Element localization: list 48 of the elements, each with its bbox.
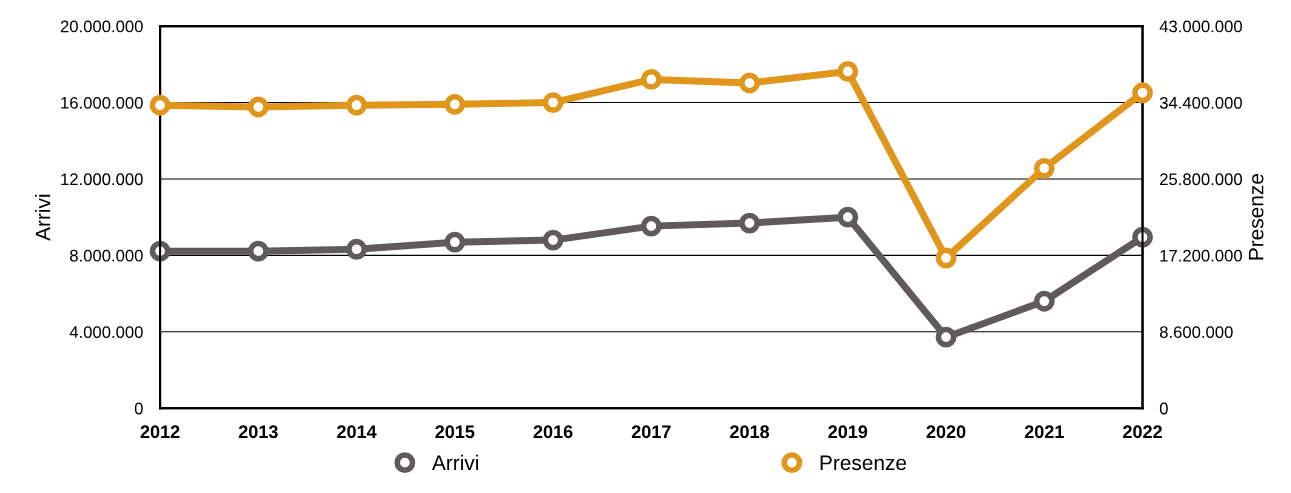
x-tick-label: 2022 [1123,425,1162,439]
point [935,326,957,348]
x-tick-label: 2017 [631,425,671,439]
x-tick-label: 2016 [533,425,573,439]
point [542,229,564,251]
point [837,206,859,228]
point [1033,157,1055,179]
x-tick-label: 2013 [238,425,278,439]
legend-label: Arrivi [431,454,478,470]
legend-label: Presenze [820,455,907,471]
point [837,61,859,82]
x-tick-label: 2014 [337,425,377,439]
point [247,240,269,262]
y-tick-label: 4.000.000 [69,326,143,338]
point [1132,82,1153,104]
x-tick-label: 2021 [1024,425,1064,439]
point [640,69,662,90]
point [247,96,269,118]
point [149,240,171,262]
y2-tick-label: 43.000.000 [1159,20,1242,33]
x-tick-label: 2015 [435,425,475,439]
y-tick-label: 0 [134,402,143,415]
point [346,238,367,260]
x-tick-label: 2019 [828,425,868,439]
y-tick-label: 12.000.000 [61,173,143,186]
point [739,212,760,234]
y-tick-label: 16.000.000 [61,96,143,109]
y2-tick-label: 17.200.000 [1160,249,1242,262]
y-tick-label: 8.000.000 [70,249,143,262]
y2-axis-title: Presenze [1248,174,1264,260]
point [444,231,466,253]
point [935,247,957,269]
x-tick-label: 2020 [926,425,966,439]
y2-tick-label: 25.800.000 [1160,173,1242,186]
y-tick-label: 20.000.000 [60,20,143,33]
point [739,72,760,94]
y2-tick-label: 34.400.000 [1159,96,1242,109]
point [346,94,367,116]
y2-tick-label: 0 [1159,402,1168,415]
y2-tick-label: 8.600.000 [1159,326,1233,338]
x-tick-label: 2018 [730,425,770,439]
point [640,215,662,237]
point [542,92,564,113]
y-axis-title: Arrivi [35,194,51,241]
point [444,93,466,115]
point [1033,290,1055,312]
point [149,94,171,116]
x-tick-label: 2012 [140,425,180,439]
